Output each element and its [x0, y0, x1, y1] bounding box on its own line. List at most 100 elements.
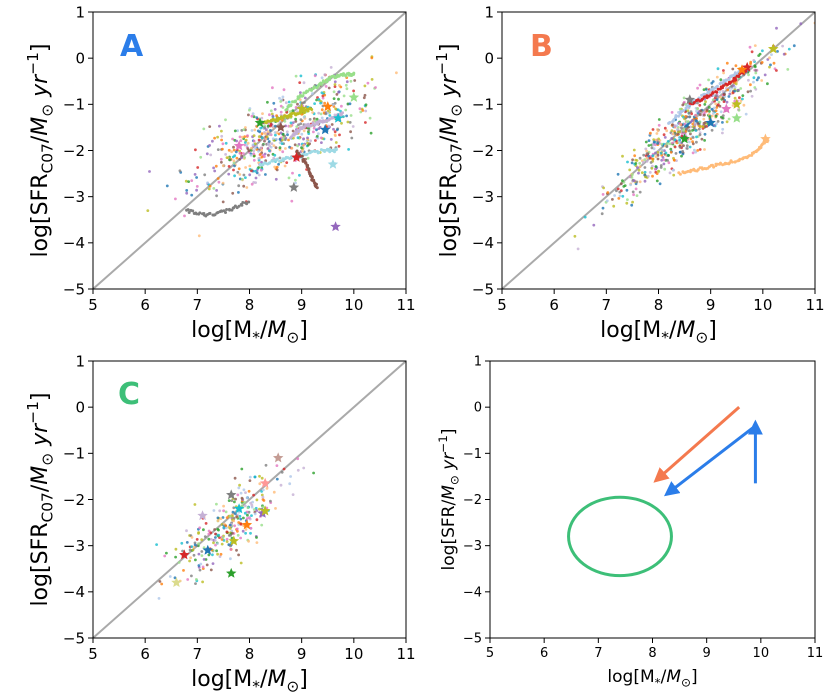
star-marker: [288, 181, 300, 192]
scatter-point: [652, 140, 656, 144]
scatter-point: [260, 155, 264, 159]
scatter-point: [329, 138, 333, 141]
scatter-point: [761, 49, 764, 53]
scatter-point: [315, 134, 319, 138]
scatter-point: [657, 169, 660, 173]
star-marker: [259, 505, 271, 516]
scatter-point: [255, 536, 258, 539]
scatter-point: [666, 159, 669, 162]
scatter-point: [350, 136, 354, 140]
track-point: [344, 74, 348, 78]
scatter-point: [207, 553, 211, 557]
track-point: [313, 150, 317, 153]
y-tick-label: −2: [63, 491, 85, 509]
scatter-point: [240, 129, 244, 132]
track-point: [302, 125, 306, 129]
scatter-point: [693, 123, 697, 126]
scatter-point: [237, 184, 241, 188]
scatter-point: [678, 145, 682, 149]
scatter-point: [696, 101, 699, 105]
y-tick-label: −2: [472, 142, 494, 160]
y-axis-label: log[SFRC07/M⊙ yr−1]: [24, 43, 56, 257]
track-point: [323, 149, 327, 152]
scatter-point: [185, 189, 189, 192]
scatter-point: [334, 141, 338, 144]
track-point: [271, 159, 275, 163]
scatter-point: [710, 101, 714, 104]
scatter-point: [278, 96, 281, 100]
scatter-point: [299, 74, 303, 78]
star-marker: [731, 112, 742, 123]
scatter-point: [370, 56, 374, 60]
track-point: [733, 77, 737, 80]
scatter-point: [284, 147, 287, 150]
scatter-point: [655, 172, 659, 176]
scatter-point: [324, 85, 328, 88]
scatter-point: [678, 150, 682, 154]
scatter-point: [349, 130, 352, 134]
scatter-point: [650, 146, 654, 150]
scatter-point: [215, 194, 219, 198]
scatter-point: [193, 543, 197, 547]
scatter-point: [285, 110, 289, 114]
scatter-point: [662, 133, 666, 137]
scatter-point: [269, 124, 272, 128]
track-point: [187, 211, 191, 214]
scatter-point: [307, 128, 311, 132]
scatter-point: [615, 189, 618, 193]
scatter-point: [644, 175, 647, 179]
scatter-point: [291, 171, 294, 175]
scatter-point: [231, 514, 234, 518]
scatter-point: [240, 504, 244, 508]
scatter-point: [677, 111, 680, 114]
scatter-point: [691, 122, 695, 126]
scatter-point: [260, 116, 264, 120]
track-point: [701, 97, 704, 101]
scatter-point: [725, 61, 729, 65]
scatter-point: [636, 166, 639, 169]
scatter-point: [227, 148, 231, 152]
scatter-point: [707, 78, 710, 82]
scatter-point: [733, 86, 737, 89]
scatter-point: [666, 140, 670, 143]
scatter-point: [675, 124, 679, 128]
scatter-point: [696, 149, 700, 152]
scatter-point: [290, 146, 294, 150]
track-point: [315, 186, 319, 190]
track-point: [316, 122, 320, 126]
scatter-point: [252, 508, 256, 511]
scatter-point: [247, 539, 251, 543]
scatter-point: [749, 60, 753, 64]
scatter-point: [158, 580, 162, 583]
scatter-point: [249, 149, 253, 152]
scatter-point: [244, 126, 247, 129]
scatter-point: [395, 71, 398, 75]
scatter-point: [738, 96, 741, 100]
scatter-point: [263, 152, 267, 156]
scatter-point: [200, 554, 204, 557]
scatter-point: [242, 152, 245, 155]
scatter-point: [643, 179, 647, 183]
track-point: [341, 111, 344, 115]
star-marker: [679, 133, 690, 144]
scatter-point: [337, 90, 340, 94]
scatter-point: [232, 145, 235, 149]
panel-b: 5 6 7 8 9 10 11 −5 −4 −3 −2 −1 0 1 log[M*/M⊙] log[SFRC0…: [433, 3, 824, 346]
scatter-point: [263, 155, 266, 159]
scatter-point: [221, 164, 225, 168]
track-point: [241, 201, 245, 204]
scatter-point: [261, 498, 265, 501]
scatter-point: [258, 482, 262, 486]
scatter-point: [219, 157, 223, 161]
star-marker: [233, 503, 245, 514]
x-tick-label: 9: [706, 296, 716, 314]
scatter-point: [213, 136, 217, 140]
scatter-point: [342, 115, 345, 118]
track-point: [334, 147, 338, 151]
scatter-point: [736, 88, 740, 92]
scatter-point: [697, 127, 701, 131]
scatter-point: [703, 148, 706, 151]
scatter-point: [216, 148, 220, 152]
scatter-point: [731, 104, 735, 107]
